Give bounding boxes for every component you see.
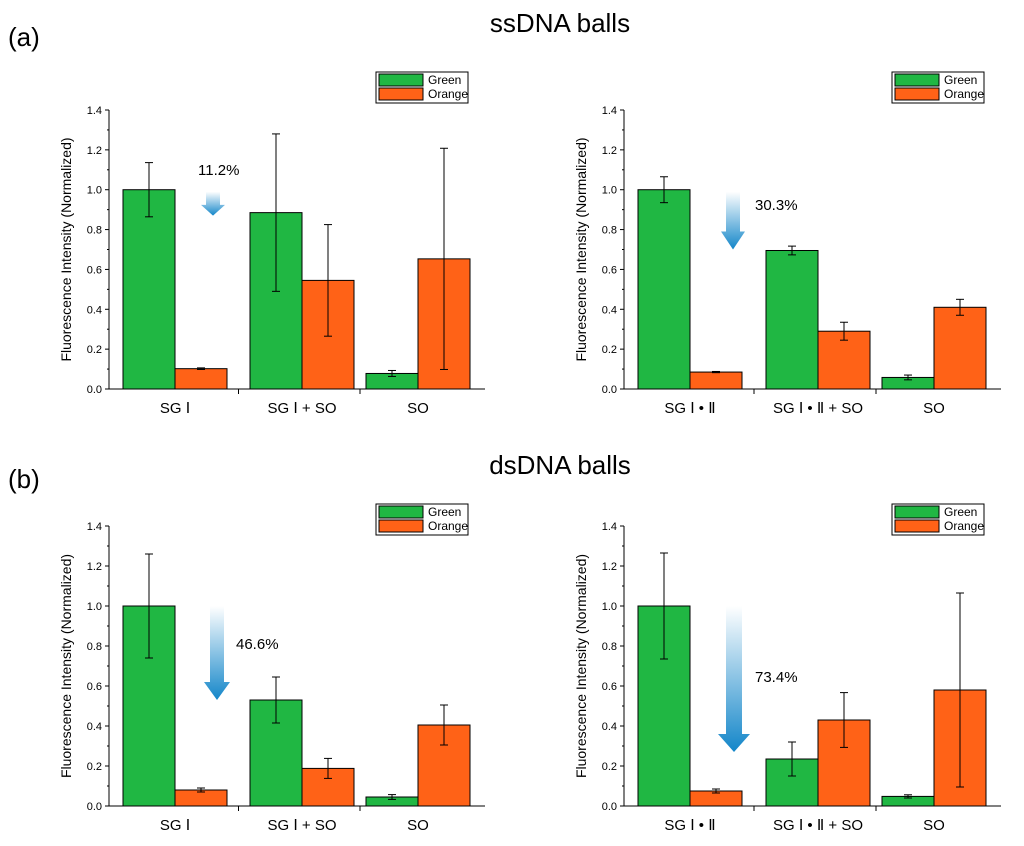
y-tick-label: 0.2: [87, 344, 102, 356]
y-tick-label: 0.8: [87, 225, 102, 237]
y-axis-label: Fluorescence Intensity (Normalized): [58, 554, 74, 778]
bar-orange: [817, 330, 871, 390]
y-tick-label: 0.6: [602, 264, 617, 276]
legend-swatch-green: [378, 505, 424, 519]
legend-swatch-green: [894, 73, 940, 87]
y-tick-label: 1.4: [602, 521, 617, 533]
chart-ss-right: 0.0 0.2 0.4 0.6 0.8 1.0 1.2 1.4 Fluorescence Int…: [573, 71, 1001, 417]
legend-swatch-orange: [378, 519, 424, 533]
y-tick-label: 0.4: [602, 721, 617, 733]
x-category-label: SG Ⅰ • Ⅱ: [664, 817, 715, 834]
x-category-label: SG Ⅰ + SO: [267, 400, 336, 417]
y-tick-label: 0.0: [87, 384, 102, 396]
x-category-label: SO: [923, 817, 945, 834]
chart-ds-right: 0.0 0.2 0.4 0.6 0.8 1.0 1.2 1.4 Fluorescence Int…: [573, 503, 1001, 834]
decrease-arrow-icon: [721, 191, 745, 250]
chart-ss-left: 0.0 0.2 0.4 0.6 0.8 1.0 1.2 1.4 Fluorescence Int…: [58, 71, 485, 417]
x-category-label: SO: [407, 817, 429, 834]
legend-label-green: Green: [944, 505, 977, 519]
legend-swatch-orange: [378, 87, 424, 101]
legend-label-green: Green: [944, 73, 977, 87]
y-tick-label: 1.4: [602, 105, 617, 117]
x-category-label: SO: [923, 400, 945, 417]
bar-green: [122, 189, 176, 390]
bar-green: [765, 249, 819, 390]
decrease-percent-label: 73.4%: [755, 669, 798, 686]
y-tick-label: 0.2: [602, 344, 617, 356]
panel-label-a: (a): [8, 22, 40, 52]
x-category-label: SG Ⅰ: [160, 400, 190, 417]
y-tick-label: 1.0: [87, 601, 102, 613]
y-axis-label: Fluorescence Intensity (Normalized): [573, 137, 589, 361]
y-axis-label: Fluorescence Intensity (Normalized): [58, 137, 74, 361]
decrease-percent-label: 30.3%: [755, 197, 798, 214]
decrease-arrow-icon: [201, 191, 225, 216]
x-category-label: SG Ⅰ • Ⅱ: [664, 400, 715, 417]
y-tick-label: 0.6: [87, 264, 102, 276]
y-tick-label: 0.2: [602, 761, 617, 773]
y-tick-label: 0.4: [602, 304, 617, 316]
x-category-label: SO: [407, 400, 429, 417]
legend-label-orange: Orange: [944, 87, 984, 101]
decrease-arrow-icon: [718, 606, 750, 752]
y-tick-label: 1.2: [602, 145, 617, 157]
title-dsdna: dsDNA balls: [489, 450, 631, 480]
y-tick-label: 0.8: [87, 641, 102, 653]
chart-ds-left: 0.0 0.2 0.4 0.6 0.8 1.0 1.2 1.4 Fluorescence Int…: [58, 503, 485, 834]
y-tick-label: 0.8: [602, 225, 617, 237]
y-tick-label: 1.2: [602, 561, 617, 573]
legend-swatch-green: [894, 505, 940, 519]
bar-orange: [933, 306, 987, 390]
bar-orange: [174, 368, 228, 390]
y-tick-label: 1.0: [602, 185, 617, 197]
legend-label-orange: Orange: [428, 519, 468, 533]
y-tick-label: 0.0: [602, 384, 617, 396]
y-tick-label: 1.0: [602, 601, 617, 613]
y-tick-label: 1.4: [87, 105, 102, 117]
bar-orange: [817, 719, 871, 807]
y-tick-label: 0.8: [602, 641, 617, 653]
panel-label-b: (b): [8, 464, 40, 494]
y-tick-label: 0.6: [602, 681, 617, 693]
y-tick-label: 0.4: [87, 304, 102, 316]
legend-swatch-orange: [894, 519, 940, 533]
y-tick-label: 1.0: [87, 185, 102, 197]
y-tick-label: 1.2: [87, 561, 102, 573]
legend-label-green: Green: [428, 73, 461, 87]
bar-orange: [689, 371, 743, 390]
y-tick-label: 0.6: [87, 681, 102, 693]
y-tick-label: 0.0: [87, 801, 102, 813]
y-tick-label: 1.4: [87, 521, 102, 533]
decrease-arrow-icon: [204, 606, 230, 700]
legend-swatch-orange: [894, 87, 940, 101]
y-axis-label: Fluorescence Intensity (Normalized): [573, 554, 589, 778]
legend-swatch-green: [378, 73, 424, 87]
x-category-label: SG Ⅰ • Ⅱ + SO: [773, 400, 863, 417]
y-tick-label: 0.4: [87, 721, 102, 733]
legend-label-green: Green: [428, 505, 461, 519]
decrease-percent-label: 46.6%: [236, 636, 279, 653]
title-ssdna: ssDNA balls: [489, 8, 631, 38]
legend-label-orange: Orange: [944, 519, 984, 533]
y-tick-label: 0.2: [87, 761, 102, 773]
y-tick-label: 0.0: [602, 801, 617, 813]
bar-green: [637, 189, 691, 390]
x-category-label: SG Ⅰ • Ⅱ + SO: [773, 817, 863, 834]
decrease-percent-label: 11.2%: [198, 162, 239, 179]
x-category-label: SG Ⅰ: [160, 817, 190, 834]
legend-label-orange: Orange: [428, 87, 468, 101]
x-category-label: SG Ⅰ + SO: [267, 817, 336, 834]
y-tick-label: 1.2: [87, 145, 102, 157]
